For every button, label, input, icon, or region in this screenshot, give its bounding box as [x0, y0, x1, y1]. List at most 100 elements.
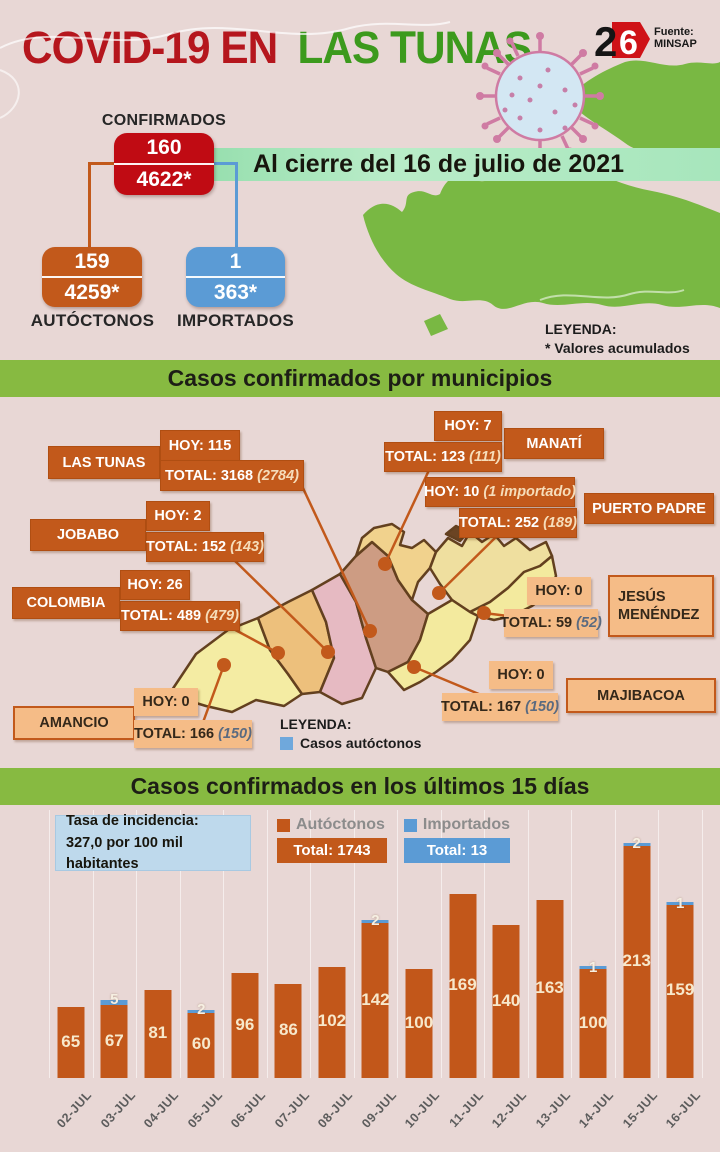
municipio-total-majibacoa: TOTAL: 167 (150): [441, 693, 559, 721]
municipio-total-amancio: TOTAL: 166 (150): [134, 720, 252, 748]
importados-label: IMPORTADOS: [177, 311, 294, 330]
connector-orange: [88, 162, 114, 165]
autoctonos-bar-segment: [144, 989, 172, 1078]
x-axis-label: 16-JUL: [663, 1088, 704, 1131]
gridline: [49, 810, 50, 1078]
municipio-name-las-tunas: LAS TUNAS: [48, 446, 160, 479]
importados-bar-segment: [361, 920, 389, 924]
importados-total-badge: Total: 13: [404, 838, 510, 863]
x-axis-label: 11-JUL: [446, 1088, 487, 1131]
autoctonos-bar-segment: [231, 973, 259, 1078]
bar-column: 142 2: [354, 810, 398, 1078]
bar-value-label: 65: [61, 1031, 81, 1051]
municipio-name-majibacoa: MAJIBACOA: [566, 678, 716, 713]
importados-bar-segment: [100, 999, 128, 1005]
autoctonos-bar-segment: [449, 893, 477, 1078]
stacked-bar: [361, 920, 389, 1078]
bar-column: 65: [49, 810, 93, 1078]
autoctonos-bar-segment: [57, 1007, 85, 1078]
municipio-hoy-colombia: HOY: 26: [120, 570, 190, 600]
gridline: [223, 810, 225, 1078]
virus-icon: [476, 32, 604, 160]
map-legend: LEYENDA: Casos autóctonos: [280, 716, 421, 751]
incidence-line1: Tasa de incidencia:: [66, 813, 199, 830]
municipios-map: [170, 467, 558, 737]
municipio-hoy-puerto-padre: HOY: 10 (1 importado): [424, 477, 576, 507]
title-covid: COVID-19 EN: [22, 22, 278, 73]
gridline: [571, 810, 573, 1078]
logo-digit-6: 6: [619, 24, 638, 62]
gridline: [266, 810, 268, 1078]
confirmados-total: 4622*: [136, 168, 192, 191]
map-legend-title: LEYENDA:: [280, 716, 352, 732]
stacked-bar: [57, 1007, 85, 1078]
gridline: [353, 810, 355, 1078]
municipio-hoy-majibacoa: HOY: 0: [489, 661, 553, 689]
gridline: [310, 810, 312, 1078]
bar-value-label: 86: [278, 1020, 298, 1040]
autoctonos-bar-segment: [318, 966, 346, 1078]
islet: [424, 314, 448, 336]
region-manati: [354, 522, 438, 602]
bar-value-label: 142: [361, 989, 390, 1009]
municipio-total-manati: TOTAL: 123 (111): [384, 442, 502, 472]
bar-column: 102: [310, 810, 354, 1078]
municipios-banner: Casos confirmados por municipios: [0, 360, 720, 397]
bar-value-label: 100: [578, 1012, 608, 1032]
stacked-bar: [449, 893, 477, 1078]
importados-bar-segment: [666, 901, 694, 905]
logo-26: 2 6: [594, 18, 650, 64]
x-axis-label: 10-JUL: [402, 1088, 443, 1131]
bar-chart-plot: 65 67 5 81 60 2 96 86 102 142 2 100 169 140 163 100 1 213…: [49, 810, 703, 1078]
connector-blue: [214, 162, 238, 165]
stacked-bar: [100, 999, 128, 1078]
map-legend-item: Casos autóctonos: [300, 735, 422, 751]
importados-total: 363*: [213, 280, 258, 304]
autoctonos-bar-segment: [623, 845, 651, 1078]
incidence-box: Tasa de incidencia: 327,0 por 100 mil ha…: [55, 813, 251, 872]
province-landmass: [363, 149, 720, 309]
importados-bar-segment: [623, 842, 651, 846]
autoctonos-legend-swatch: [277, 818, 290, 832]
gridline: [658, 810, 660, 1078]
municipio-name-puerto-padre: PUERTO PADRE: [584, 493, 714, 524]
municipio-hoy-las-tunas: HOY: 115: [160, 430, 240, 461]
autoctonos-box: 159 4259*: [42, 247, 142, 307]
stacked-bar: [318, 966, 346, 1078]
municipio-name-amancio: AMANCIO: [13, 706, 135, 740]
x-axis-label: 02-JUL: [54, 1088, 95, 1131]
bar-value-label: 96: [235, 1014, 255, 1034]
autoctonos-label: AUTÓCTONOS: [30, 311, 155, 330]
importados-hoy: 1: [186, 247, 285, 278]
bar-value-label: 213: [622, 950, 651, 970]
autoctonos-total: 4259*: [64, 280, 120, 304]
faint-coastline: [0, 21, 451, 49]
bar-column: 140: [484, 810, 528, 1078]
x-axis-label: 09-JUL: [358, 1088, 400, 1131]
stacked-bar: [579, 966, 607, 1078]
autoctonos-total-badge: Total: 1743: [277, 838, 387, 863]
importados-value-label: 1: [588, 958, 598, 976]
stacked-bar: [666, 901, 694, 1078]
bar-column: 213 2: [615, 810, 659, 1078]
gridline: [701, 810, 703, 1078]
gridline: [136, 810, 138, 1078]
importados-bar-segment: [187, 1009, 215, 1013]
x-axis-label: 14-JUL: [576, 1088, 617, 1131]
legend-acumulados: LEYENDA: * Valores acumulados: [545, 320, 690, 358]
bar-value-label: 67: [104, 1030, 124, 1050]
bar-value-label: 140: [491, 990, 521, 1010]
autoctonos-bar-segment: [536, 900, 564, 1078]
bar-column: 100 1: [571, 810, 615, 1078]
autoctonos-bar-segment: [274, 984, 302, 1078]
north-landmass: [568, 60, 720, 170]
importados-value-label: 1: [675, 894, 685, 912]
stacked-bar: [144, 989, 172, 1078]
autoctonos-hoy: 159: [42, 247, 142, 278]
autoctonos-bar-segment: [361, 923, 389, 1078]
bar-value-label: 100: [404, 1012, 434, 1032]
connector-orange: [88, 162, 91, 247]
municipio-name-manati: MANATÍ: [504, 428, 604, 459]
bar-column: 163: [528, 810, 572, 1078]
